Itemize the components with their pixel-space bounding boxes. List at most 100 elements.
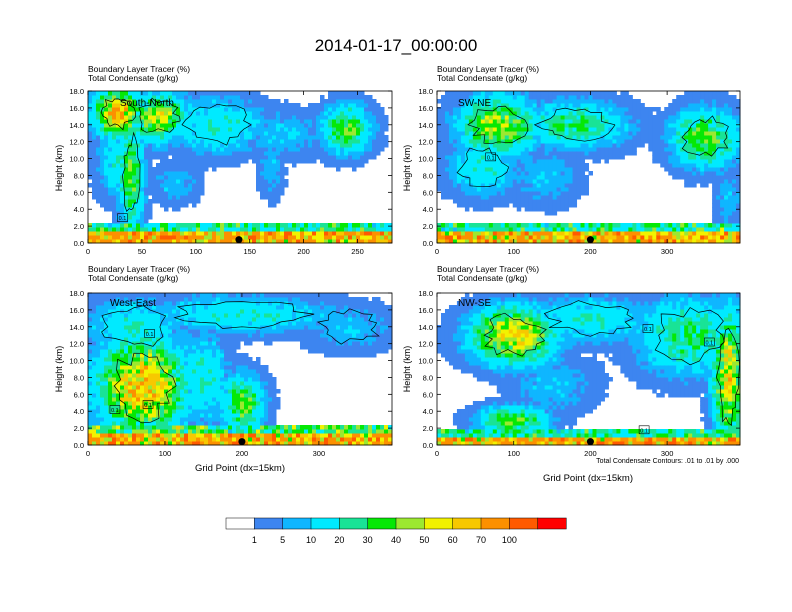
field-cell — [120, 215, 125, 220]
y-tick-label: 2.0 — [74, 222, 84, 231]
field-cell — [632, 147, 637, 152]
field-cell — [196, 111, 201, 116]
field-cell — [328, 227, 333, 232]
field-cell — [280, 239, 285, 244]
field-cell — [144, 215, 149, 220]
field-cell — [144, 179, 149, 184]
field-cell — [524, 111, 530, 116]
field-cell — [276, 139, 281, 144]
field-cell — [304, 123, 309, 128]
field-cell — [684, 231, 689, 236]
field-cell — [544, 171, 550, 176]
field-cell — [256, 231, 261, 236]
field-cell — [360, 155, 365, 160]
field-cell — [348, 227, 353, 232]
field-cell — [724, 131, 729, 136]
field-cell — [520, 159, 526, 164]
field-cell — [172, 227, 177, 232]
field-cell — [224, 227, 229, 232]
field-cell — [100, 199, 105, 204]
field-cell — [128, 381, 133, 386]
field-cell — [512, 191, 518, 196]
field-cell — [128, 409, 133, 414]
field-cell — [228, 131, 233, 136]
field-cell — [672, 127, 677, 132]
field-cell — [628, 119, 633, 124]
field-cell — [116, 393, 121, 398]
field-cell — [188, 151, 193, 156]
panel-header-line2: Total Condensate (g/kg) — [88, 73, 178, 83]
field-cell — [444, 147, 450, 152]
field-cell — [280, 231, 285, 236]
field-cell — [724, 163, 729, 168]
field-cell — [720, 175, 725, 180]
field-cell — [488, 199, 494, 204]
field-cell — [236, 163, 241, 168]
field-cell — [528, 207, 534, 212]
field-cell — [128, 413, 133, 418]
field-cell — [180, 231, 185, 236]
field-cell — [164, 95, 169, 100]
field-cell — [616, 143, 621, 148]
field-cell — [632, 151, 637, 156]
field-cell — [252, 143, 257, 148]
field-cell — [116, 317, 121, 322]
field-cell — [548, 231, 554, 236]
field-cell — [444, 227, 450, 232]
field-cell — [696, 171, 701, 176]
field-cell — [96, 301, 101, 306]
field-cell — [536, 171, 542, 176]
field-cell — [500, 95, 506, 100]
field-cell — [712, 155, 717, 160]
field-cell — [616, 103, 621, 108]
field-cell — [120, 377, 125, 382]
field-cell — [704, 227, 709, 232]
field-cell — [496, 223, 502, 228]
field-cell — [720, 163, 725, 168]
field-cell — [104, 107, 109, 112]
field-cell — [660, 143, 665, 148]
field-cell — [612, 127, 617, 132]
field-cell — [684, 159, 689, 164]
field-cell — [188, 155, 193, 160]
field-cell — [204, 103, 209, 108]
field-cell — [624, 147, 629, 152]
field-cell — [160, 111, 165, 116]
field-cell — [136, 115, 141, 120]
field-cell — [352, 131, 357, 136]
field-cell — [456, 135, 462, 140]
field-cell — [372, 155, 377, 160]
field-cell — [704, 175, 709, 180]
field-cell — [688, 223, 693, 228]
field-cell — [504, 191, 510, 196]
field-cell — [676, 227, 681, 232]
field-cell — [280, 147, 285, 152]
field-cell — [688, 179, 693, 184]
field-cell — [232, 151, 237, 156]
field-cell — [708, 139, 713, 144]
field-cell — [224, 155, 229, 160]
field-cell — [104, 357, 109, 362]
field-cell — [112, 397, 117, 402]
field-cell — [296, 151, 301, 156]
field-cell — [136, 159, 141, 164]
field-cell — [724, 119, 729, 124]
field-cell — [100, 99, 105, 104]
field-cell — [588, 95, 593, 100]
field-cell — [648, 119, 653, 124]
field-cell — [644, 239, 649, 244]
field-cell — [260, 111, 265, 116]
field-cell — [556, 91, 562, 96]
y-axis-label: Height (km) — [54, 145, 64, 192]
field-cell — [672, 163, 677, 168]
field-cell — [568, 227, 574, 232]
field-cell — [140, 441, 145, 446]
field-cell — [564, 151, 570, 156]
contour-label: 0.1 — [119, 216, 127, 222]
field-cell — [292, 163, 297, 168]
field-cell — [276, 155, 281, 160]
field-cell — [612, 155, 617, 160]
field-cell — [160, 239, 165, 244]
field-cell — [112, 99, 117, 104]
field-cell — [516, 195, 522, 200]
